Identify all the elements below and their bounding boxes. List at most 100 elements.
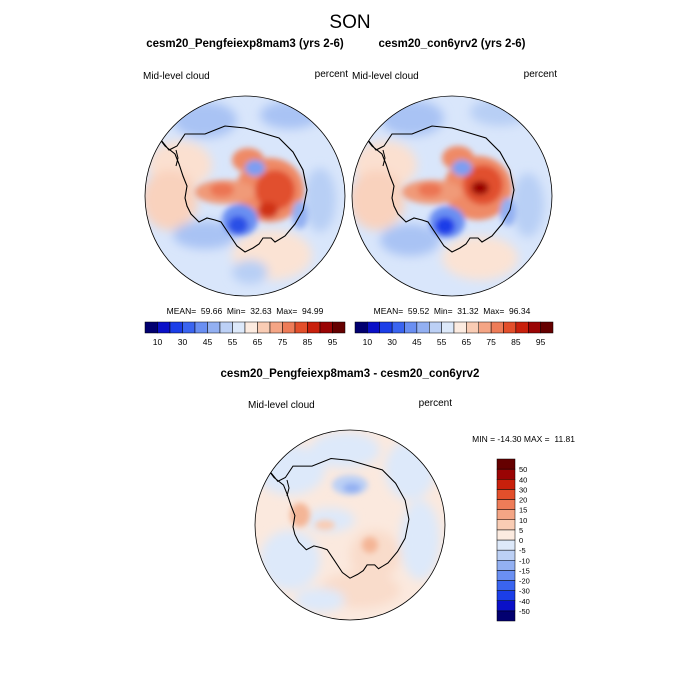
panel-experiment-title: cesm20_Pengfeiexp8mam3 (yrs 2-6)	[146, 38, 344, 50]
panel-experiment-map-border	[144, 95, 346, 297]
colorbar-control-tick-label: 95	[536, 337, 546, 347]
colorbar-difference-tick-label: 10	[519, 516, 527, 525]
colorbar-experiment-swatch	[319, 321, 333, 334]
colorbar-difference-swatch	[496, 479, 516, 490]
panel-experiment-stats: MEAN= 59.66 Min= 32.63 Max= 94.99	[167, 306, 324, 316]
colorbar-difference-tick-label: 30	[519, 485, 527, 494]
colorbar-experiment-swatch	[182, 321, 196, 334]
colorbar-control-tick-label: 85	[511, 337, 521, 347]
colorbar-difference-swatch	[496, 519, 516, 531]
colorbar-experiment-swatch	[169, 321, 183, 334]
colorbar-experiment-tick-label: 75	[278, 337, 288, 347]
colorbar-difference-tick-label: -50	[519, 607, 530, 616]
colorbar-difference-swatch	[496, 458, 516, 470]
colorbar-control-swatch	[441, 321, 455, 334]
colorbar-difference-swatch	[496, 600, 516, 612]
colorbar-experiment-swatch	[282, 321, 296, 334]
colorbar-control-swatch	[503, 321, 517, 334]
panel-experiment-units-label: percent	[315, 69, 349, 80]
panel-difference-map-border	[254, 429, 446, 621]
colorbar-experiment-tick-label: 95	[328, 337, 338, 347]
panel-experiment: cesm20_Pengfeiexp8mam3 (yrs 2-6) Mid-lev…	[143, 38, 349, 347]
colorbar-difference-tick-label: 20	[519, 496, 527, 505]
colorbar-control-tick-label: 30	[387, 337, 397, 347]
panel-difference-map	[255, 430, 445, 620]
colorbar-experiment-tick-label: 65	[253, 337, 263, 347]
colorbar-control-tick-label: 10	[363, 337, 373, 347]
panel-experiment-map	[145, 96, 345, 296]
colorbar-experiment-swatch	[332, 321, 346, 334]
panel-control-variable-label: Mid-level cloud	[352, 71, 419, 82]
panel-difference: cesm20_Pengfeiexp8mam3 - cesm20_con6yrv2…	[221, 368, 575, 622]
colorbar-experiment-swatch	[232, 321, 246, 334]
panel-difference-stats: MIN = -14.30 MAX = 11.81	[472, 434, 575, 444]
panel-experiment-variable-label: Mid-level cloud	[143, 71, 210, 82]
panel-control-units-label: percent	[524, 69, 558, 80]
colorbar-difference-swatch	[496, 529, 516, 541]
colorbar-difference-tick-label: -5	[519, 546, 526, 555]
colorbar-experiment-tick-label: 30	[178, 337, 188, 347]
colorbar-difference-swatch	[496, 499, 516, 510]
colorbar-control-swatch	[515, 321, 529, 334]
colorbar-control-tick-label: 75	[486, 337, 496, 347]
colorbar-control-swatch	[478, 321, 492, 334]
colorbar-control-swatch	[466, 321, 479, 334]
colorbar-experiment-tick-label: 10	[153, 337, 163, 347]
colorbar-difference-tick-label: -15	[519, 566, 530, 575]
colorbar-experiment-swatch	[207, 321, 221, 334]
colorbar-difference-tick-label: -10	[519, 556, 530, 565]
panel-difference-title: cesm20_Pengfeiexp8mam3 - cesm20_con6yrv2	[221, 368, 480, 380]
panel-control-map-border	[351, 95, 553, 297]
colorbar-experiment-swatch	[144, 321, 158, 334]
colorbar-experiment-tick-label: 85	[303, 337, 313, 347]
colorbar-difference-tick-label: -30	[519, 587, 530, 596]
panel-control-title: cesm20_con6yrv2 (yrs 2-6)	[378, 38, 525, 50]
colorbar-control-swatch	[453, 321, 467, 334]
colorbar-difference-swatch	[496, 509, 516, 520]
panel-difference-units-label: percent	[419, 398, 453, 409]
colorbar-experiment-swatch	[157, 321, 171, 334]
colorbar-control-swatch	[416, 321, 430, 334]
colorbar-experiment-swatch	[194, 321, 208, 334]
colorbar-control-swatch	[379, 321, 393, 334]
colorbar-difference-tick-label: 0	[519, 536, 523, 545]
panel-control-stats: MEAN= 59.52 Min= 31.32 Max= 96.34	[374, 306, 531, 316]
colorbar-difference-tick-label: -20	[519, 577, 530, 586]
colorbar-difference-swatch	[496, 489, 516, 500]
colorbar-experiment-swatch	[257, 321, 271, 334]
colorbar-difference-tick-label: 50	[519, 465, 527, 474]
panel-control: cesm20_con6yrv2 (yrs 2-6) Mid-level clou…	[351, 38, 558, 347]
colorbar-difference-swatch	[496, 549, 516, 561]
colorbar-difference-swatch	[496, 570, 516, 581]
colorbar-control-swatch	[354, 321, 368, 334]
colorbar-control-swatch	[528, 321, 541, 334]
colorbar-control-swatch	[429, 321, 442, 334]
colorbar-difference-swatch	[496, 610, 516, 622]
colorbar-control-swatch	[490, 321, 504, 334]
colorbar-control: 10 30 45 55 65 75 85 95	[354, 321, 554, 347]
colorbar-difference-swatch	[496, 539, 516, 551]
colorbar-difference-swatch	[496, 580, 516, 591]
colorbar-control-swatch	[404, 321, 418, 334]
colorbar-difference-tick-label: 15	[519, 506, 527, 515]
colorbar-control-tick-label: 65	[462, 337, 472, 347]
colorbar-control-swatch	[540, 321, 554, 334]
colorbar-experiment-swatch	[244, 321, 258, 334]
colorbar-experiment-tick-label: 45	[203, 337, 213, 347]
colorbar-experiment-swatch	[307, 321, 321, 334]
panel-control-map	[352, 96, 552, 296]
colorbar-experiment-swatch	[269, 321, 283, 334]
figure-title: SON	[329, 12, 370, 33]
colorbar-difference-swatch	[496, 560, 516, 571]
colorbar-experiment-swatch	[219, 321, 233, 334]
colorbar-control-swatch	[391, 321, 405, 334]
colorbar-control-tick-label: 45	[412, 337, 422, 347]
colorbar-experiment-tick-label: 55	[228, 337, 238, 347]
colorbar-experiment-swatch	[294, 321, 308, 334]
colorbar-difference-tick-label: -40	[519, 597, 530, 606]
colorbar-difference-tick-label: 40	[519, 475, 527, 484]
colorbar-experiment: 10 30 45 55 65 75 85 95	[144, 321, 346, 347]
colorbar-difference-tick-label: 5	[519, 526, 523, 535]
